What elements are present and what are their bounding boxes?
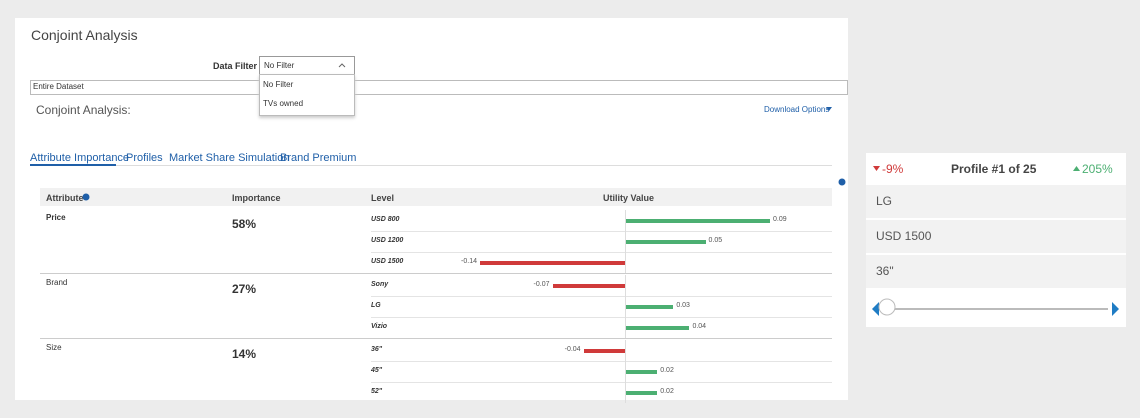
utility-label: 0.05 xyxy=(708,237,723,244)
row-divider xyxy=(371,231,832,232)
utility-label: -0.14 xyxy=(461,258,477,265)
utility-label: 0.04 xyxy=(692,323,707,330)
utility-label: 0.02 xyxy=(660,388,674,395)
filter-option[interactable]: TVs owned xyxy=(263,99,304,108)
up-arrow-icon xyxy=(1073,166,1080,171)
level-name: 36" xyxy=(371,346,383,353)
tab[interactable]: Market Share Simulation xyxy=(169,152,290,164)
level-name: USD 800 xyxy=(371,216,400,223)
down-arrow-icon xyxy=(873,166,880,171)
help-icon[interactable] xyxy=(82,193,90,201)
column-header: Utility Value xyxy=(603,193,655,203)
main-panel xyxy=(15,18,848,400)
slider-left-arrow[interactable] xyxy=(872,302,879,316)
filter-selected: No Filter xyxy=(264,61,295,70)
column-header: Attribute xyxy=(46,193,84,203)
caret-icon xyxy=(826,107,832,111)
utility-label: 0.02 xyxy=(660,367,674,374)
level-name: 45" xyxy=(371,367,383,374)
utility-label: -0.04 xyxy=(564,346,581,353)
dataset-input[interactable] xyxy=(30,80,848,95)
attribute-name: Brand xyxy=(46,278,68,287)
active-tab-underline xyxy=(30,164,116,166)
help-icon[interactable] xyxy=(838,178,846,186)
tab[interactable]: Attribute Importance xyxy=(30,152,130,164)
utility-bar xyxy=(625,370,658,374)
importance: 27% xyxy=(232,282,257,296)
row-divider xyxy=(371,382,832,383)
profile-high: 205% xyxy=(1082,162,1113,176)
profile-title: Profile #1 of 25 xyxy=(951,162,1037,176)
level-name: LG xyxy=(371,302,381,309)
utility-label: 0.03 xyxy=(676,302,690,309)
download-options[interactable]: Download Options xyxy=(764,105,830,114)
profile-attribute: 36" xyxy=(876,264,894,278)
profile-low: -9% xyxy=(882,162,904,176)
utility-label: 0.09 xyxy=(773,216,787,223)
slider-thumb[interactable] xyxy=(878,298,896,316)
utility-bar xyxy=(625,326,690,330)
row-divider xyxy=(371,252,832,253)
profile-row xyxy=(866,220,1126,253)
zero-line xyxy=(625,275,626,338)
filter-dropdown xyxy=(259,74,355,116)
level-name: USD 1200 xyxy=(371,237,404,244)
zero-line xyxy=(625,210,626,273)
profile-attribute: USD 1500 xyxy=(876,229,932,243)
profile-row xyxy=(866,185,1126,218)
group-divider xyxy=(40,273,832,274)
profile-slider[interactable] xyxy=(868,298,1122,320)
importance: 58% xyxy=(232,217,257,231)
column-header: Level xyxy=(371,193,395,203)
level-name: 52" xyxy=(371,388,383,395)
utility-bar xyxy=(625,219,770,223)
level-name: Sony xyxy=(371,281,389,288)
page-title: Conjoint Analysis xyxy=(31,27,138,43)
dataset-text: Entire Dataset xyxy=(33,82,84,91)
importance: 14% xyxy=(232,347,257,361)
zero-line xyxy=(625,340,626,403)
filter-label: Data Filter xyxy=(213,61,258,71)
row-divider xyxy=(371,317,832,318)
utility-bar xyxy=(625,240,706,244)
column-header: Importance xyxy=(232,193,281,203)
row-divider xyxy=(371,361,832,362)
utility-bar xyxy=(625,305,674,309)
section-title: Conjoint Analysis: xyxy=(36,103,131,117)
group-divider xyxy=(40,338,832,339)
utility-label: -0.07 xyxy=(533,281,550,288)
tab[interactable]: Profiles xyxy=(126,152,163,164)
utility-bar xyxy=(583,349,625,353)
level-name: USD 1500 xyxy=(371,258,404,265)
slider-right-arrow[interactable] xyxy=(1112,302,1119,316)
filter-option[interactable]: No Filter xyxy=(263,80,294,89)
attribute-name: Size xyxy=(46,343,62,352)
attribute-name: Price xyxy=(46,213,66,222)
profile-row xyxy=(866,255,1126,288)
table-header xyxy=(40,188,832,206)
utility-bar xyxy=(552,284,625,288)
utility-bar xyxy=(625,391,658,395)
chevron-icon xyxy=(338,63,346,68)
tab[interactable]: Brand Premium xyxy=(280,152,357,164)
tab-divider xyxy=(30,165,832,166)
utility-bar xyxy=(480,261,625,265)
profile-attribute: LG xyxy=(876,194,893,208)
row-divider xyxy=(371,296,832,297)
level-name: Vizio xyxy=(371,323,388,330)
